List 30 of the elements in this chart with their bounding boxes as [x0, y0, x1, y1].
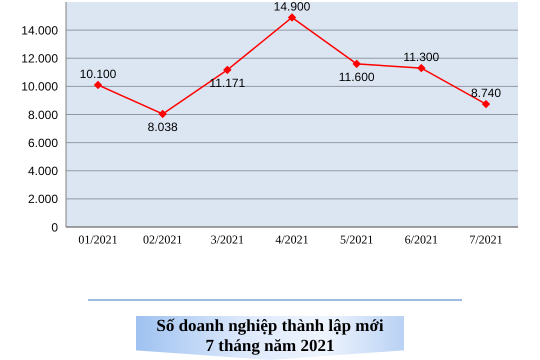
data-label: 8.740	[470, 86, 502, 100]
point	[223, 66, 232, 74]
x-tick-label: 01/2021	[78, 232, 118, 247]
data-label: 8.038	[148, 120, 178, 134]
y-tick-label: 14.000	[21, 23, 58, 38]
point	[482, 100, 490, 108]
point	[158, 110, 167, 118]
point	[288, 13, 296, 22]
y-tick-label: 2.000	[28, 192, 58, 206]
x-tick-label: 5/2021	[340, 232, 374, 247]
x-tick-label: 7/2021	[469, 232, 503, 247]
data-label: 14.900	[274, 0, 311, 14]
y-tick-label: 6.000	[28, 136, 58, 150]
data-label: 11.300	[403, 50, 440, 64]
y-tick-label: 8.000	[28, 108, 58, 122]
y-tick-label: 12.000	[21, 52, 58, 66]
data-label: 11.600	[338, 70, 375, 84]
y-tick-label: 10.000	[21, 80, 58, 94]
point	[94, 80, 102, 89]
y-tick-label: 0	[51, 220, 58, 234]
x-tick-label: 3/2021	[210, 232, 244, 247]
point	[417, 64, 426, 72]
text: Số doanh nghiệp thành lập mới 7 tháng năm 2021	[155, 316, 385, 356]
data-label: 10.100	[80, 66, 117, 81]
data-label: 11.171	[209, 76, 246, 90]
x-tick-label: 4/2021	[275, 232, 309, 247]
point	[352, 60, 361, 68]
x-tick-label: 02/2021	[142, 232, 182, 247]
x-tick-label: 6/2021	[404, 232, 438, 247]
y-tick-label: 4.000	[28, 164, 58, 178]
